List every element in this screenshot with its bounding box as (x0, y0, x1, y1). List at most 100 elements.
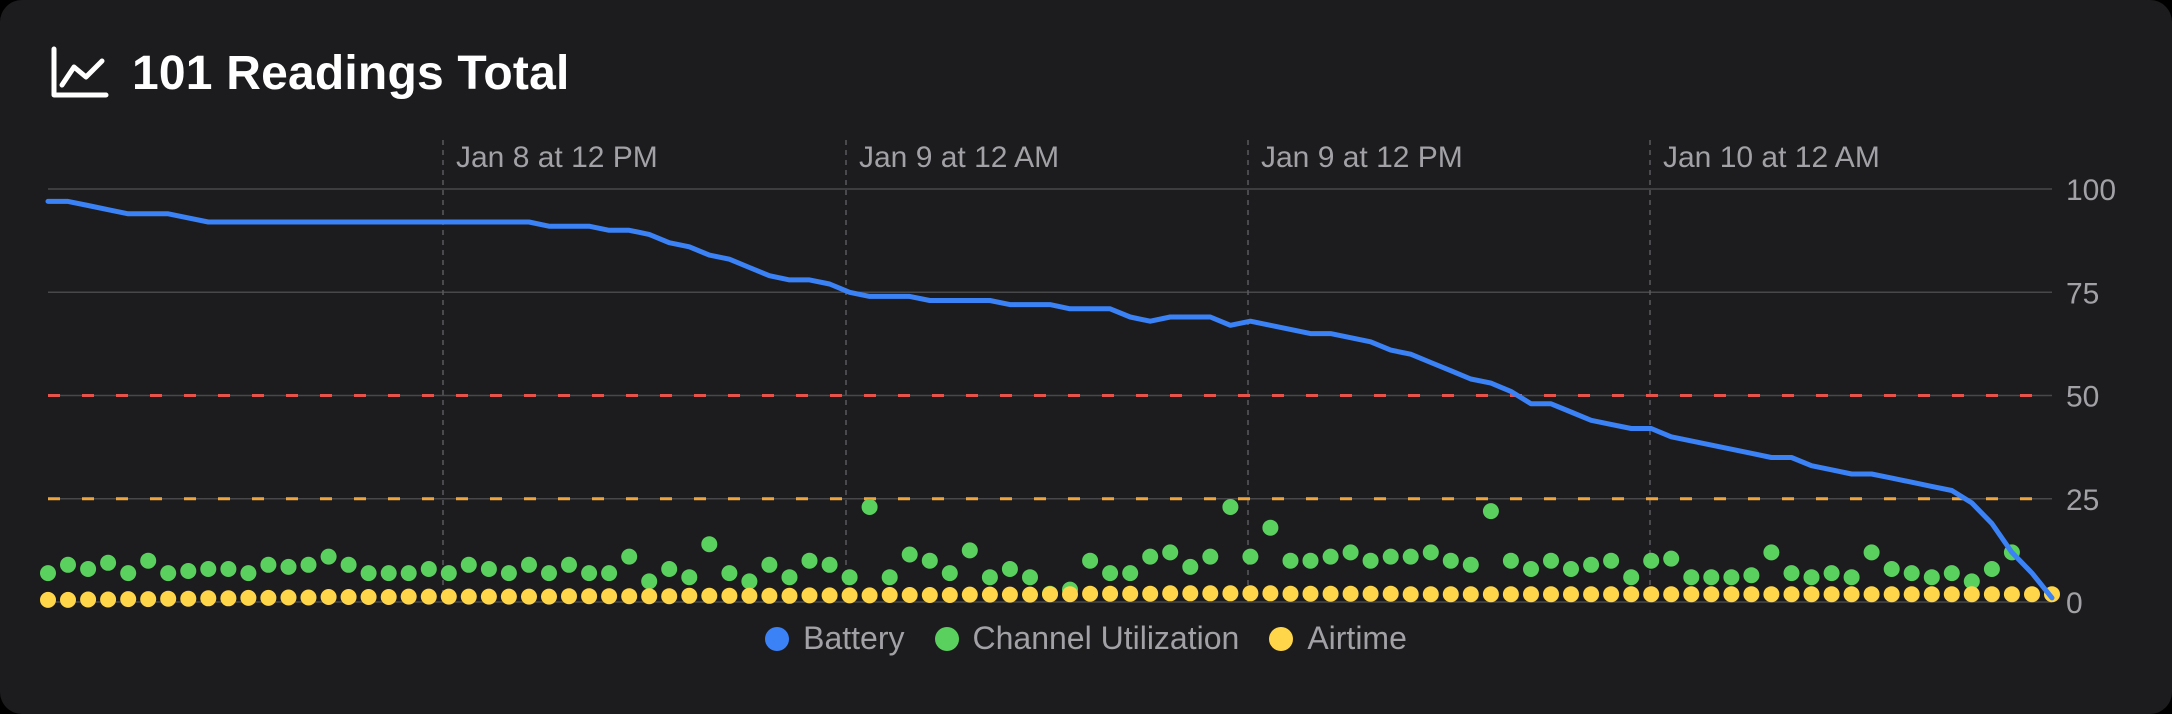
channel-utilization-point-27 (581, 565, 598, 582)
airtime-point-93 (1903, 586, 1920, 603)
battery-line (45, 198, 2055, 601)
channel-utilization-point-52 (1082, 552, 1099, 569)
airtime-point-23 (500, 588, 517, 605)
channel-utilization-point-96 (1963, 573, 1980, 590)
airtime-point-64 (1322, 585, 1339, 602)
channel-utilization-point-2 (80, 561, 97, 577)
airtime-point-38 (801, 587, 818, 604)
legend-label-battery: Battery (803, 620, 905, 656)
airtime-point-36 (761, 587, 778, 604)
channel-utilization-point-87 (1783, 565, 1800, 582)
airtime-point-71 (1462, 586, 1479, 603)
legend-item-battery: Battery (765, 620, 905, 657)
airtime-point-63 (1302, 585, 1319, 602)
channel-utilization-point-54 (1122, 565, 1139, 582)
airtime-point-14 (320, 589, 337, 605)
airtime-point-37 (781, 587, 798, 604)
channel-utilization-point-25 (541, 565, 557, 582)
channel-utilization-point-1 (60, 556, 76, 573)
channel-utilization-point-84 (1723, 569, 1740, 586)
channel-utilization-point-93 (1903, 565, 1920, 582)
channel-utilization-point-48 (1001, 561, 1018, 577)
airtime-point-97 (1983, 586, 2000, 603)
airtime-point-62 (1282, 585, 1299, 602)
airtime-point-6 (160, 590, 177, 607)
airtime-point-84 (1723, 586, 1740, 603)
airtime-point-7 (180, 590, 197, 607)
channel-utilization-point-74 (1523, 561, 1539, 577)
channel-utilization-point-19 (420, 561, 437, 577)
airtime-point-76 (1563, 586, 1579, 603)
airtime-point-79 (1623, 586, 1640, 603)
channel-utilization-point-30 (641, 573, 658, 590)
channel-utilization-point-94 (1923, 569, 1940, 586)
channel-utilization-point-77 (1583, 556, 1600, 573)
channel-utilization-point-35 (741, 573, 758, 590)
airtime-point-94 (1923, 586, 1940, 603)
channel-utilization-point-5 (140, 552, 157, 569)
airtime-point-35 (741, 587, 758, 604)
airtime-point-3 (100, 591, 117, 608)
channel-utilization-point-28 (601, 565, 618, 582)
channel-utilization-point-55 (1142, 548, 1159, 565)
channel-utilization-point-7 (180, 563, 197, 579)
channel-utilization-point-33 (701, 536, 718, 553)
airtime-point-2 (80, 591, 97, 608)
channel-utilization-point-78 (1603, 552, 1620, 569)
airtime-point-24 (521, 588, 537, 605)
airtime-point-73 (1502, 586, 1519, 603)
airtime-point-51 (1062, 586, 1078, 603)
channel-utilization-point-60 (1242, 548, 1259, 565)
channel-utilization-point-85 (1743, 567, 1760, 584)
airtime-point-19 (420, 588, 437, 605)
airtime-point-20 (440, 588, 457, 605)
airtime-point-25 (541, 588, 557, 605)
airtime-point-13 (300, 589, 317, 606)
airtime-point-98 (2003, 586, 2020, 603)
channel-utilization-point-66 (1362, 552, 1379, 569)
airtime-point-55 (1142, 585, 1159, 602)
airtime-point-11 (260, 589, 277, 606)
channel-utilization-point-46 (961, 542, 978, 559)
airtime-point-17 (380, 589, 397, 605)
channel-utilization-point-88 (1803, 569, 1820, 586)
channel-utilization-point-92 (1883, 561, 1900, 577)
channel-utilization-point-45 (941, 565, 958, 582)
channel-utilization-point-37 (781, 569, 798, 586)
airtime-point-60 (1242, 585, 1259, 602)
chart-legend: Battery Channel Utilization Airtime (0, 620, 2172, 657)
channel-utilization-point-64 (1322, 548, 1339, 565)
airtime-point-59 (1222, 585, 1239, 602)
y-tick-label-25: 25 (2066, 484, 2099, 517)
channel-utilization-point-75 (1543, 552, 1559, 569)
airtime-point-82 (1683, 586, 1700, 603)
airtime-point-66 (1362, 585, 1379, 602)
channel-utilization-point-12 (280, 558, 297, 575)
airtime-point-70 (1442, 586, 1459, 603)
airtime-point-30 (641, 588, 658, 605)
channel-utilization-point-58 (1202, 548, 1219, 565)
line-chart-icon (51, 46, 109, 98)
airtime-point-27 (581, 588, 598, 605)
airtime-point-41 (861, 587, 878, 604)
airtime-point-1 (60, 591, 76, 608)
channel-utilization-point-31 (661, 561, 678, 577)
airtime-point-18 (400, 588, 417, 605)
airtime-point-53 (1102, 585, 1119, 602)
airtime-point-83 (1703, 586, 1720, 603)
channel-utilization-point-56 (1162, 544, 1179, 561)
airtime-point-95 (1943, 586, 1960, 603)
channel-utilization-point-15 (340, 556, 357, 573)
airtime-point-99 (2024, 586, 2040, 603)
airtime-point-85 (1743, 586, 1760, 603)
channel-utilization-point-68 (1402, 548, 1419, 565)
channel-utilization-point-6 (160, 565, 177, 582)
channel-utilization-point-43 (901, 546, 918, 563)
x-tick-label-3: Jan 10 at 12 AM (1663, 141, 1880, 174)
airtime-point-91 (1863, 586, 1880, 603)
airtime-point-88 (1803, 586, 1820, 603)
channel-utilization-point-20 (440, 565, 457, 582)
x-tick-label-1: Jan 9 at 12 AM (859, 141, 1059, 174)
airtime-point-61 (1262, 585, 1279, 602)
